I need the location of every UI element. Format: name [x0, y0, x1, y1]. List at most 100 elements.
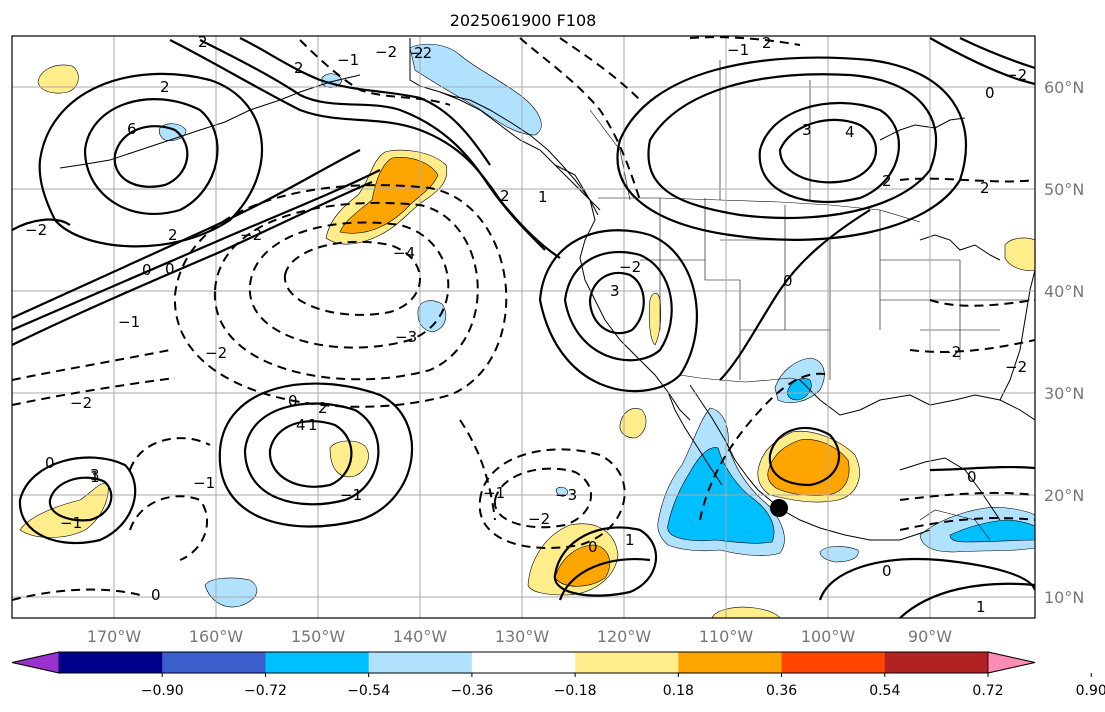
contour-low-east-1	[909, 339, 1035, 353]
shade-orange-nepac	[339, 157, 439, 234]
lon-label: 140°W	[393, 627, 448, 646]
contour-label: −2	[619, 258, 641, 276]
colorbar-labels: −0.90 −0.72 −0.54 −0.36 −0.18 0.18 0.36 0.54 0.7…	[141, 673, 1105, 699]
contour-label: −2	[240, 226, 262, 244]
shade-lightblue-mid	[417, 300, 447, 333]
colorbar-swatch	[59, 652, 163, 673]
colorbar-extend-min	[11, 651, 60, 674]
contour-high-aleut-6	[113, 125, 189, 188]
lat-label: 30°N	[1044, 384, 1084, 403]
location-marker	[770, 499, 788, 517]
contour-low-cam-2	[899, 491, 1035, 501]
contour-low-pac-w1	[12, 377, 176, 406]
contour-east-0	[929, 465, 1035, 472]
lat-label: 60°N	[1044, 78, 1084, 97]
contour-label: −1	[727, 41, 749, 59]
contour-labels: 6 4 3 2 2 1 0 0 −1 −2 −2 −3 −4 −2 2 −2 −…	[25, 33, 1027, 616]
contour-label: 0	[985, 84, 995, 102]
colorbar-swatch	[471, 652, 576, 673]
colorbar-tick-label: −0.90	[141, 683, 184, 699]
shade-cyan-cam	[949, 519, 1035, 543]
contour-high-mexico	[768, 426, 841, 487]
contour-label: 3	[90, 466, 100, 484]
colorbar-swatch	[162, 652, 266, 673]
contour-high-sw-2	[18, 456, 137, 545]
contour-north-2	[199, 39, 546, 251]
great-lakes	[919, 234, 1001, 261]
lon-label: 150°W	[291, 627, 346, 646]
lat-label: 20°N	[1044, 486, 1084, 505]
colorbar-tick-label: 0.54	[869, 683, 900, 699]
mexico-west-coast	[734, 459, 931, 541]
lat-label: 50°N	[1044, 180, 1084, 199]
contour-high-se-0	[818, 557, 1035, 601]
shade-yellow-nw	[37, 64, 79, 94]
contour-label: 0	[967, 468, 977, 486]
contour-label: 0	[588, 538, 598, 556]
contour-label: −3	[555, 486, 577, 504]
colorbar-swatch	[368, 652, 473, 673]
lat-label: 10°N	[1044, 588, 1084, 607]
lon-label: 130°W	[495, 627, 550, 646]
us-west-coast	[579, 257, 691, 421]
yucatan	[899, 457, 1001, 521]
contour-high-calif-3	[588, 272, 645, 335]
contour-label: 2	[168, 226, 178, 244]
contour-high-canada-2	[647, 73, 938, 220]
contour-high-canada-3	[758, 102, 901, 204]
contour-label: −2	[528, 510, 550, 528]
colorbar-tick-label: −0.18	[554, 683, 597, 699]
contour-label: 2	[762, 34, 772, 52]
contour-label: −1	[193, 474, 215, 492]
shade-lightblue-sw	[204, 577, 258, 608]
contour-low-mid	[459, 419, 496, 521]
lon-label: 160°W	[189, 627, 244, 646]
contour-label: 2	[980, 179, 990, 197]
shade-lightblue-se	[819, 546, 859, 563]
contour-low-pac-3	[248, 221, 450, 349]
latitude-labels: 60°N 50°N 40°N 30°N 20°N 10°N	[1044, 78, 1084, 607]
lon-label: 100°W	[801, 627, 856, 646]
colorbar-extend-max	[987, 651, 1036, 674]
colorbar-tick-label: 0.36	[766, 683, 797, 699]
contour-label: 1	[625, 531, 635, 549]
contour-label: −1	[60, 514, 82, 532]
contour-label: 4	[296, 416, 306, 434]
contour-low-pac-2	[213, 201, 479, 381]
colorbar-outline	[11, 651, 1036, 674]
contour-label: −2	[205, 344, 227, 362]
contour-mid-0	[719, 209, 871, 381]
contour-high-canada-4	[778, 118, 878, 184]
lat-label: 40°N	[1044, 282, 1084, 301]
us-mexico-border	[679, 374, 801, 383]
contour-jet-1	[12, 169, 381, 332]
contour-high-se-1	[899, 582, 1035, 618]
contour-label: −2	[1005, 358, 1027, 376]
contour-label: 1	[976, 598, 986, 616]
contour-label: 6	[127, 120, 137, 138]
colorbar-tick-label: 0.18	[663, 683, 694, 699]
contour-label: 2	[160, 78, 170, 96]
contour-label: 0	[165, 260, 175, 278]
contour-ne-1	[929, 37, 1035, 86]
shade-orange-trop	[554, 544, 611, 587]
contour-north-3	[239, 37, 491, 166]
colorbar-tick-label: −0.72	[244, 683, 287, 699]
contour-high-trop-2	[558, 558, 651, 601]
colorbar-swatch	[265, 652, 370, 673]
shade-yellow-baja	[619, 408, 647, 439]
colorbar-swatch	[781, 652, 886, 673]
lon-label: 110°W	[699, 627, 754, 646]
contour-label: 0	[783, 272, 793, 290]
contour-low-sw-2	[12, 588, 141, 601]
colorbar-swatch	[678, 652, 783, 673]
contour-label: −2	[410, 44, 432, 62]
contour-high-calif-2	[563, 250, 673, 362]
contour-label: 2	[198, 33, 208, 51]
positive-shading	[19, 64, 1035, 618]
colorbar-tick-label: −0.36	[450, 683, 493, 699]
lon-label: 90°W	[908, 627, 952, 646]
contour-label: −1	[337, 51, 359, 69]
contour-high-hawaii-2	[243, 402, 380, 506]
